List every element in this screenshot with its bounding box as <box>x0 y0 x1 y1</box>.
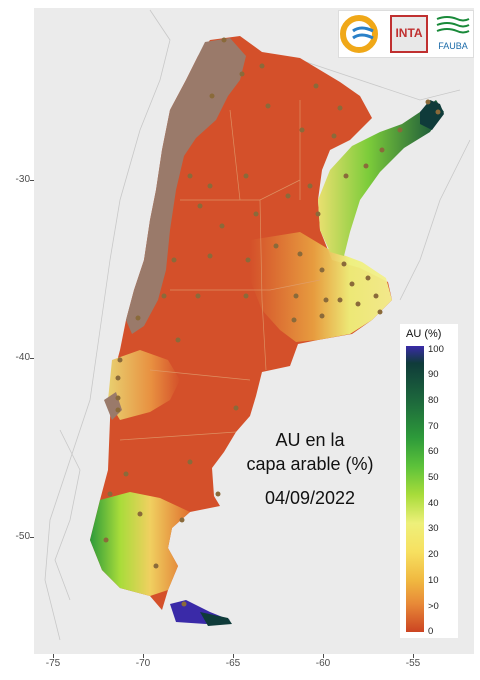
legend-label: 100 <box>428 344 444 355</box>
south-patagonia-zone <box>90 492 190 596</box>
inta-logo-text: INTA <box>395 26 422 40</box>
color-legend: AU (%) 100 90 80 70 60 50 40 30 20 10 >0… <box>400 324 458 638</box>
west-andes-zone <box>108 350 180 420</box>
legend-label: 0 <box>428 626 434 637</box>
x-tick-label: -75 <box>45 658 61 669</box>
legend-label: 60 <box>428 446 439 457</box>
misiones-zone <box>420 100 444 130</box>
y-tick-label: -30 <box>15 174 30 185</box>
province-borders <box>119 100 321 441</box>
institute-logo-icon <box>340 15 378 53</box>
legend-title: AU (%) <box>406 328 442 340</box>
y-tick-mark <box>30 537 34 538</box>
andes-mountain-zone <box>126 38 246 334</box>
x-tick-mark <box>233 654 234 658</box>
title-line: capa arable (%) <box>246 454 374 474</box>
title-line: AU en la <box>275 430 345 450</box>
x-tick-label: -55 <box>405 658 421 669</box>
y-tick-mark <box>30 180 34 181</box>
y-tick-label: -50 <box>15 531 30 542</box>
legend-label: 70 <box>428 421 439 432</box>
neighbour-borders <box>44 9 471 641</box>
legend-colorbar <box>406 346 424 632</box>
logos-strip: INTA FAUBA <box>338 10 474 58</box>
station-points <box>103 37 441 607</box>
y-tick-mark <box>30 358 34 359</box>
x-tick-mark <box>323 654 324 658</box>
legend-label: >0 <box>428 601 439 612</box>
legend-label: 20 <box>428 549 439 560</box>
fauba-logo-text: FAUBA <box>438 41 468 51</box>
x-tick-label: -65 <box>225 658 241 669</box>
x-tick-mark <box>53 654 54 658</box>
legend-label: 30 <box>428 523 439 534</box>
x-tick-label: -70 <box>135 658 151 669</box>
legend-label: 90 <box>428 369 439 380</box>
x-tick-label: -60 <box>315 658 331 669</box>
northeast-wet-zone <box>318 100 444 256</box>
legend-label: 50 <box>428 472 439 483</box>
map-title: AU en la capa arable (%) 04/09/2022 <box>230 428 390 509</box>
legend-label: 80 <box>428 395 439 406</box>
legend-label: 10 <box>428 575 439 586</box>
fauba-logo-icon <box>436 16 470 34</box>
x-tick-mark <box>143 654 144 658</box>
map-date: 04/09/2022 <box>264 488 356 508</box>
x-tick-mark <box>413 654 414 658</box>
legend-label: 40 <box>428 498 439 509</box>
tierra-del-fuego-edge <box>200 612 232 626</box>
pampas-zone <box>250 232 392 342</box>
inta-logo-icon <box>390 15 428 53</box>
y-tick-label: -40 <box>15 352 30 363</box>
